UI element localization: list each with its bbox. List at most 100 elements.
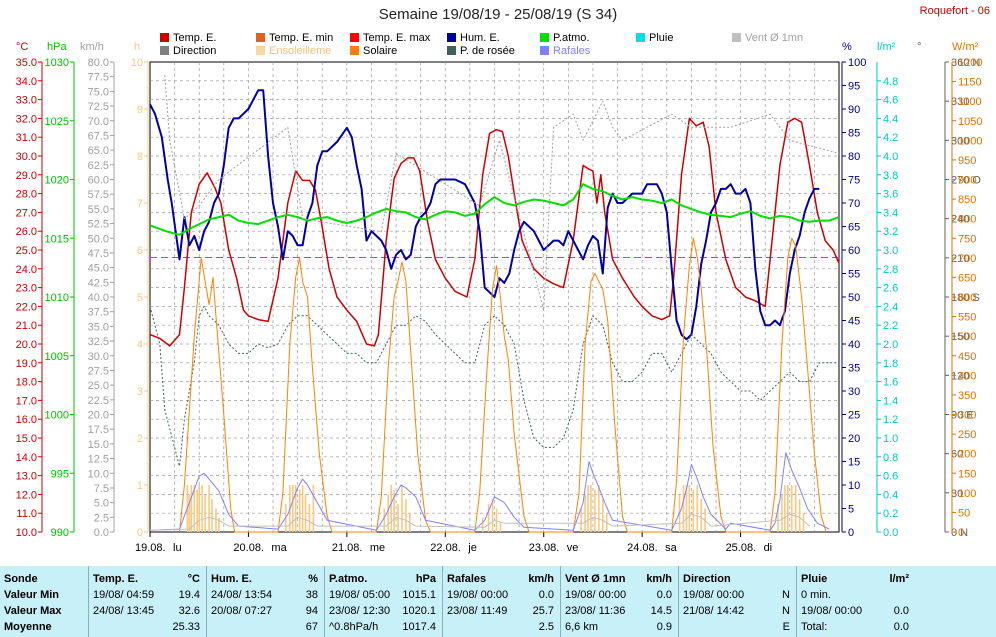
legend-item: Rafales <box>540 45 590 57</box>
series-line-rafales <box>149 452 830 531</box>
stats-header: Vent Ø 1mn <box>565 573 626 585</box>
x-tick-label: lu <box>173 542 182 554</box>
stats-value: 94 <box>305 605 318 617</box>
temp-axis-tick-label: 29.0 <box>16 170 37 182</box>
hum-axis-tick-label: 20 <box>848 433 860 445</box>
stats-header: P.atmo. <box>329 573 368 585</box>
temp-axis-tick-label: 12.0 <box>16 489 37 501</box>
hum-axis-tick-label: 65 <box>848 222 860 234</box>
sunshine-bar <box>682 485 685 532</box>
stats-value: 2.5 <box>538 621 554 633</box>
solar-unit: W/m² <box>952 41 979 53</box>
wind-axis-tick-label: 70.0 <box>88 116 109 128</box>
sunshine-bar <box>193 485 196 532</box>
sunshine-bar <box>211 499 213 532</box>
wind-axis-tick-label: 77.5 <box>88 72 109 84</box>
rain-axis-tick-label: 1.4 <box>883 395 898 407</box>
sun-axis-tick-label: 10 <box>131 57 143 69</box>
sunshine-bar <box>692 489 695 532</box>
stats-value: 0.0 <box>538 589 554 601</box>
stats-value: 32.6 <box>178 605 200 617</box>
series-line-p-atmo- <box>149 183 840 236</box>
stats-value: 0.0 <box>893 621 909 633</box>
temp-axis-tick-label: 11.0 <box>16 508 37 520</box>
solar-axis-tick-label: 250 <box>958 429 976 441</box>
wind-axis-tick-label: 67.5 <box>88 130 109 142</box>
stats-table: Sonde Valeur Min Valeur Max Moyenne Temp… <box>0 566 996 637</box>
press-axis-tick-label: 990 <box>51 527 69 539</box>
stats-col-dir: Direction 19/08/ 00:00 N 21/08/ 14:42 N E <box>679 566 797 637</box>
sun-axis-tick-label: 9 <box>137 104 143 116</box>
series-line-solaire <box>179 237 827 533</box>
series-line-p-de-ros-e <box>149 305 839 467</box>
stats-unit: km/h <box>528 573 554 585</box>
legend-swatch <box>447 46 456 55</box>
stats-date: 21/08/ 14:42 <box>683 605 745 617</box>
rain-axis-tick-label: 3.4 <box>883 207 898 219</box>
stats-value: 25.7 <box>532 605 554 617</box>
wind-axis-tick-label: 35.0 <box>88 321 109 333</box>
press-axis-tick-label: 1015 <box>45 233 69 245</box>
rain-axis-tick-label: 2.4 <box>883 301 898 313</box>
sun-unit: h <box>134 41 140 53</box>
sunshine-bar <box>598 485 600 532</box>
dir-axis-tick-label: 270 O <box>951 175 981 187</box>
rain-axis-tick-label: 2.2 <box>883 320 898 332</box>
temp-axis-tick-label: 33.0 <box>16 95 37 107</box>
hum-axis-tick-label: 95 <box>848 81 860 93</box>
solar-axis-tick-label: 700 <box>958 253 976 265</box>
sunshine-bar <box>700 499 702 532</box>
dir-axis-tick-label: 0 N <box>951 527 968 539</box>
solar-axis-tick-label: 800 <box>958 214 976 226</box>
stats-label-min: Valeur Min <box>4 589 60 601</box>
sunshine-bar <box>790 485 793 532</box>
press-axis-tick-label: 1025 <box>45 116 69 128</box>
sunshine-bar <box>781 494 783 532</box>
press-axis-tick-label: 1010 <box>45 292 69 304</box>
stats-date: 19/08/ 00:00 <box>565 589 627 601</box>
solar-axis-tick-label: 350 <box>958 390 976 402</box>
sunshine-bar <box>590 485 592 532</box>
stats-col-gust: Rafales km/h 19/08/ 00:00 0.0 23/08/ 11:49… <box>443 566 561 637</box>
stats-date: 0 min. <box>801 589 831 601</box>
stats-date: 24/08/ 13:45 <box>93 605 155 617</box>
stats-col-wind: Vent Ø 1mn km/h 19/08/ 00:00 0.0 23/08/ 11… <box>561 566 679 637</box>
legend-label: Ensoleilleme <box>269 45 332 57</box>
dir-axis-tick-label: 300 <box>951 135 969 147</box>
stats-col-sonde: Sonde Valeur Min Valeur Max Moyenne <box>0 566 89 637</box>
wind-axis-tick-label: 27.5 <box>88 365 109 377</box>
series-line-temp-e- <box>149 117 840 347</box>
sunshine-bar <box>308 503 311 532</box>
legend-label: Rafales <box>553 45 591 57</box>
temp-axis-tick-label: 32.0 <box>16 113 37 125</box>
rain-axis-tick-label: 4.8 <box>883 76 898 88</box>
solar-axis-tick-label: 650 <box>958 272 976 284</box>
solar-axis-tick-label: 600 <box>958 292 976 304</box>
solar-axis-tick-label: 900 <box>958 175 976 187</box>
legend-label: Direction <box>173 45 217 57</box>
x-tick-label: 22.08. <box>430 542 461 554</box>
stats-value: 0.0 <box>656 589 672 601</box>
legend-swatch <box>636 33 645 42</box>
legend-label: P.atmo. <box>553 32 590 44</box>
solar-axis-tick-label: 750 <box>958 233 976 245</box>
sunshine-bar <box>304 494 307 532</box>
stats-date: 23/08/ 11:36 <box>565 605 626 617</box>
sunshine-bar <box>491 499 494 532</box>
solar-axis-tick-label: 550 <box>958 312 976 324</box>
legend-item: Direction <box>160 45 216 57</box>
temp-axis-tick-label: 35.0 <box>16 57 37 69</box>
sunshine-bar <box>387 494 389 532</box>
stats-value: 1017.4 <box>402 621 436 633</box>
temp-axis-tick-label: 27.0 <box>16 207 37 219</box>
stats-date: 19/08/ 00:00 <box>801 605 863 617</box>
stats-unit: % <box>308 573 318 585</box>
rain-axis-tick-label: 4.0 <box>883 151 898 163</box>
solar-axis-tick-label: 1000 <box>958 135 982 147</box>
stats-date: ^0.8hPa/h <box>329 621 379 633</box>
rain-axis-tick-label: 3.2 <box>883 226 898 238</box>
press-axis-tick-label: 1005 <box>45 351 69 363</box>
wind-axis-tick-label: 52.5 <box>88 219 109 231</box>
dir-axis-tick-label: 330 <box>951 96 969 108</box>
wind-axis-tick-label: 50.0 <box>88 233 109 245</box>
